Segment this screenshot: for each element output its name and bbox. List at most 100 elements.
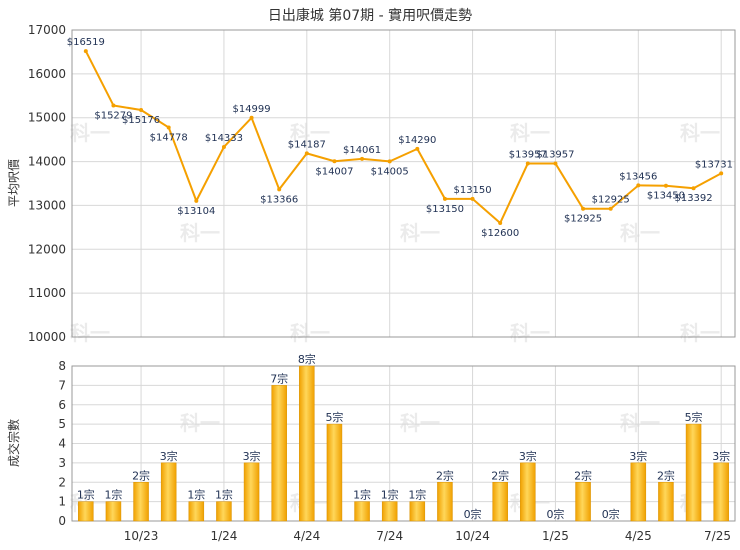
volume-bar bbox=[492, 482, 508, 522]
price-data-label: $13456 bbox=[619, 171, 657, 182]
price-point bbox=[360, 156, 365, 161]
price-data-label: $13731 bbox=[695, 159, 733, 170]
volume-data-label: 2宗 bbox=[436, 468, 454, 482]
x-tick-label: 7/25 bbox=[704, 529, 731, 543]
x-tick-label: 4/24 bbox=[293, 529, 320, 543]
volume-data-label: 3宗 bbox=[519, 449, 537, 463]
volume-data-label: 2宗 bbox=[574, 468, 592, 482]
price-line-segment bbox=[278, 152, 308, 190]
volume-data-label: 1宗 bbox=[215, 488, 233, 502]
volume-bar bbox=[216, 501, 232, 522]
price-line-segment bbox=[84, 50, 115, 106]
price-point bbox=[166, 125, 171, 130]
price-data-label: $15279 bbox=[94, 110, 132, 121]
watermark-text: 科一 bbox=[510, 321, 550, 345]
volume-bar bbox=[160, 462, 177, 522]
price-point bbox=[470, 196, 475, 201]
watermark-text: 科一 bbox=[70, 121, 110, 145]
volume-bar bbox=[630, 462, 647, 522]
volume-data-label: 0宗 bbox=[464, 507, 482, 521]
watermark-text: 科一 bbox=[620, 221, 660, 245]
watermark-text: 科一 bbox=[620, 411, 660, 435]
volume-data-label: 5宗 bbox=[325, 410, 343, 424]
watermark-text: 科一 bbox=[400, 411, 440, 435]
price-data-label: $14005 bbox=[371, 166, 409, 177]
bar-y-tick-label: 2 bbox=[58, 475, 66, 489]
bar-y-tick-labels: 8 7 6 5 4 3 2 1 0 bbox=[58, 359, 66, 528]
watermark-text: 科一 bbox=[180, 411, 220, 435]
watermark-text: 科一 bbox=[70, 321, 110, 345]
line-y-tick-label: 14000 bbox=[28, 155, 66, 169]
price-point bbox=[608, 206, 613, 211]
price-data-label: $13957 bbox=[509, 149, 547, 160]
line-y-tick-label: 15000 bbox=[28, 111, 66, 125]
price-data-labels: $16519 $15279$15176 $14778 $13104 $14333 $149… bbox=[67, 37, 733, 239]
price-point bbox=[581, 206, 586, 211]
price-line-segment bbox=[140, 109, 170, 129]
volume-bar bbox=[575, 482, 591, 522]
volume-data-label: 1宗 bbox=[104, 488, 122, 502]
line-y-tick-labels: 17000 16000 15000 14000 13000 12000 11000 10000 bbox=[28, 23, 66, 344]
x-tick-label: 1/25 bbox=[542, 529, 569, 543]
bar-y-tick-label: 7 bbox=[58, 378, 66, 392]
line-y-axis-title: 平均呎價 bbox=[7, 159, 21, 207]
price-data-label: $13366 bbox=[260, 194, 298, 205]
price-line-segment bbox=[499, 163, 529, 224]
volume-bar bbox=[271, 385, 287, 522]
price-point bbox=[139, 107, 144, 112]
x-tick-labels: 10/23 1/24 4/24 7/24 10/24 1/25 4/25 7/25 bbox=[124, 529, 731, 543]
x-tick-label: 10/23 bbox=[124, 529, 159, 543]
x-tick-label: 7/24 bbox=[376, 529, 403, 543]
price-data-label: $14333 bbox=[205, 133, 243, 144]
x-tick-label: 10/24 bbox=[455, 529, 490, 543]
line-y-tick-label: 11000 bbox=[28, 286, 66, 300]
line-y-tick-label: 12000 bbox=[28, 242, 66, 256]
volume-data-label: 1宗 bbox=[187, 488, 205, 502]
watermark-text: 科一 bbox=[680, 121, 720, 145]
price-line-segment bbox=[334, 157, 363, 163]
volume-data-label: 0宗 bbox=[602, 507, 620, 521]
price-line-segment bbox=[361, 157, 390, 163]
price-data-label: $14999 bbox=[232, 104, 270, 115]
price-point bbox=[442, 196, 447, 201]
price-data-label: $13450 bbox=[647, 191, 685, 202]
volume-data-label: 2宗 bbox=[132, 468, 150, 482]
volume-bar bbox=[520, 462, 536, 522]
price-data-label: $14290 bbox=[398, 135, 436, 146]
line-plot-frame bbox=[71, 29, 736, 338]
price-data-label: $14187 bbox=[288, 139, 326, 150]
volume-bar bbox=[658, 482, 674, 522]
volume-data-label: 2宗 bbox=[491, 468, 509, 482]
volume-data-label: 1宗 bbox=[77, 488, 95, 502]
volume-data-label: 2宗 bbox=[657, 468, 675, 482]
price-point bbox=[304, 151, 309, 156]
price-point bbox=[719, 171, 724, 176]
price-line-segment bbox=[306, 152, 335, 163]
bar-plot-frame bbox=[71, 365, 736, 522]
price-data-label: $13104 bbox=[177, 206, 215, 217]
volume-bar bbox=[713, 462, 729, 522]
bar-y-tick-label: 5 bbox=[58, 417, 66, 431]
price-point bbox=[332, 159, 337, 164]
volume-bar bbox=[78, 501, 94, 522]
price-point bbox=[83, 49, 88, 54]
price-line-segment bbox=[665, 184, 694, 190]
price-data-label: $14778 bbox=[150, 132, 188, 143]
volume-bar bbox=[326, 423, 343, 522]
line-chart-grid bbox=[72, 29, 735, 338]
volume-data-labels: 1宗 1宗 2宗 3宗 1宗 1宗 3宗 7宗 8宗 5宗 1宗 1宗 1宗 2宗 0宗 2宗 3宗 0宗 2宗 0宗… bbox=[77, 352, 730, 521]
price-line-segment bbox=[195, 146, 225, 202]
price-point bbox=[636, 183, 641, 188]
watermark-text: 科一 bbox=[400, 221, 440, 245]
volume-bar bbox=[409, 501, 426, 522]
volume-data-label: 1宗 bbox=[381, 488, 399, 502]
price-point bbox=[663, 183, 668, 188]
price-point bbox=[498, 220, 503, 225]
price-point bbox=[387, 159, 392, 164]
volume-data-label: 5宗 bbox=[685, 410, 703, 424]
price-point bbox=[415, 146, 420, 151]
price-line-segment bbox=[250, 117, 281, 190]
price-line-segment bbox=[113, 104, 142, 111]
volume-bar bbox=[685, 423, 702, 522]
price-line-segment bbox=[223, 117, 253, 148]
